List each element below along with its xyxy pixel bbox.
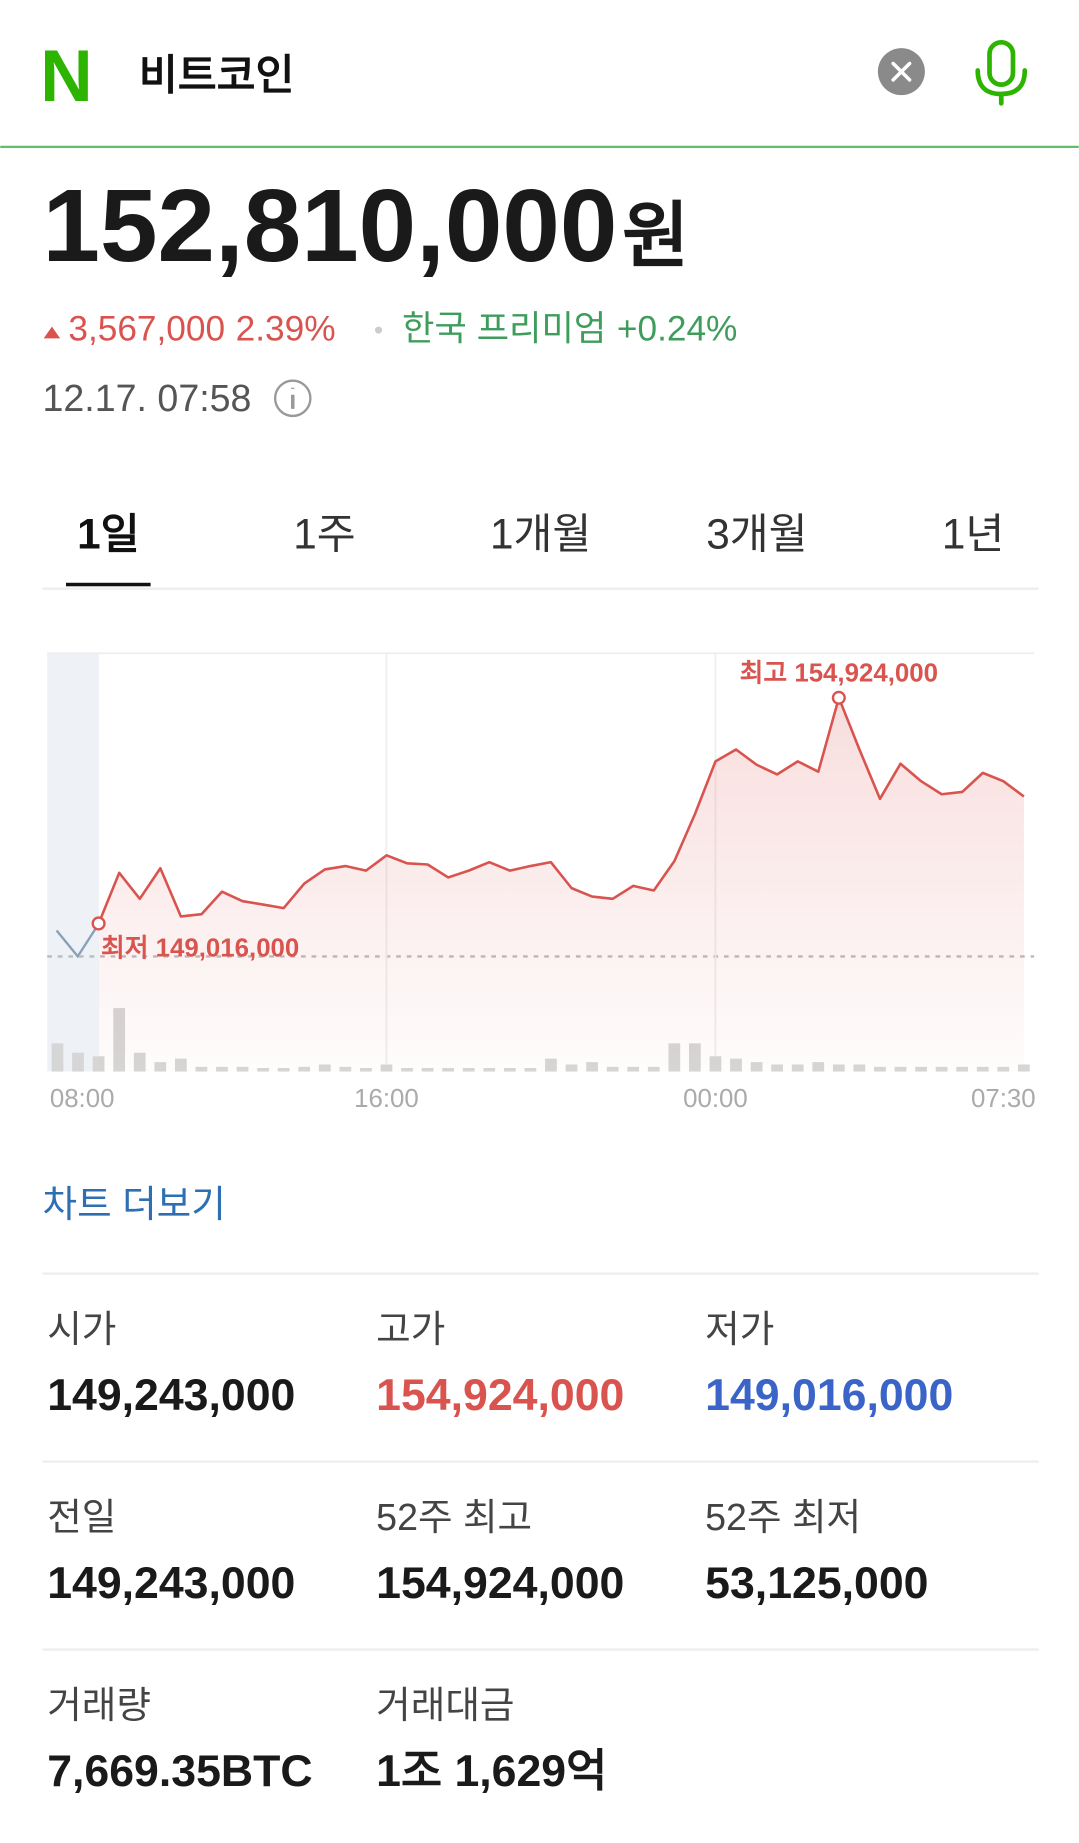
stat-label: 거래량	[47, 1684, 151, 1726]
stat-label: 전일	[47, 1496, 116, 1538]
low-label: 최저 149,016,000	[101, 933, 299, 962]
high-label: 최고 154,924,000	[740, 658, 938, 687]
timestamp: 12.17. 07:58	[43, 377, 252, 419]
tab[interactable]: 3개월	[706, 511, 807, 558]
stat-value: 149,016,000	[705, 1371, 953, 1420]
price-value: 152,810,000	[43, 167, 618, 283]
stat-label: 52주 최고	[376, 1496, 532, 1538]
mic-body	[987, 39, 1016, 87]
pre-session-band	[47, 653, 99, 1072]
tab-underline	[66, 582, 151, 587]
tabs: 1일 1주 1개월 3개월 1년	[66, 511, 1004, 587]
chart: 08:00 16:00 00:00 07:30 최고 154,924,000 최저 149…	[47, 652, 1036, 1113]
change: 3,567,000 2.39%	[68, 310, 335, 349]
x-tick-label: 07:30	[971, 1085, 1036, 1113]
stat-label: 저가	[705, 1308, 774, 1350]
tab[interactable]: 1주	[293, 511, 355, 558]
stat-value: 7,669.35BTC	[47, 1747, 312, 1796]
logo[interactable]: N	[40, 36, 93, 117]
volume-bar	[72, 1052, 84, 1072]
stat-value: 1조 1,629억	[376, 1747, 607, 1796]
change-value: 3,567,000	[68, 310, 225, 349]
stat-label: 고가	[376, 1308, 445, 1350]
tab[interactable]: 1개월	[490, 511, 591, 558]
price-unit: 원	[622, 196, 689, 277]
stat-value: 154,924,000	[376, 1559, 624, 1608]
info-circle	[273, 379, 312, 418]
stats: 시가 149,243,000 고가 154,924,000 저가 149,016,000 전…	[47, 1308, 953, 1796]
premium: 한국 프리미엄 +0.24%	[402, 310, 737, 349]
x-tick-label: 16:00	[354, 1085, 419, 1113]
tab[interactable]: 1년	[942, 511, 1004, 558]
clear-button[interactable]	[877, 48, 925, 96]
stat-label: 52주 최저	[705, 1496, 861, 1538]
low-marker	[91, 916, 106, 931]
premium-value: +0.24%	[617, 310, 737, 349]
stat-label: 거래대금	[376, 1684, 514, 1726]
price-line	[97, 696, 1025, 924]
volume-bar	[51, 1043, 64, 1072]
clear-x	[891, 61, 912, 82]
separator-dot	[375, 326, 383, 334]
price: 152,810,000원	[43, 167, 690, 283]
premium-label: 한국 프리미엄	[402, 310, 606, 349]
mic-stand	[975, 68, 1028, 106]
change-rate: 2.39%	[236, 310, 336, 349]
previous-line	[55, 922, 100, 959]
stat-value: 149,243,000	[47, 1371, 295, 1420]
stat-value: 53,125,000	[705, 1559, 928, 1608]
stat-value: 149,243,000	[47, 1559, 295, 1608]
x-tick-label: 00:00	[683, 1085, 748, 1113]
search-query[interactable]: 비트코인	[139, 51, 295, 98]
more-chart-link[interactable]: 차트 더보기	[43, 1183, 226, 1225]
info-icon[interactable]	[273, 379, 312, 418]
up-arrow	[43, 326, 61, 339]
volume-bar	[92, 1056, 105, 1072]
mic-button[interactable]	[975, 39, 1028, 106]
stat-value: 154,924,000	[376, 1371, 624, 1420]
high-marker	[831, 690, 846, 705]
x-tick-label: 08:00	[50, 1085, 115, 1113]
tab[interactable]: 1일	[77, 511, 139, 558]
price-area	[98, 697, 1024, 1072]
stat-label: 시가	[47, 1308, 116, 1350]
